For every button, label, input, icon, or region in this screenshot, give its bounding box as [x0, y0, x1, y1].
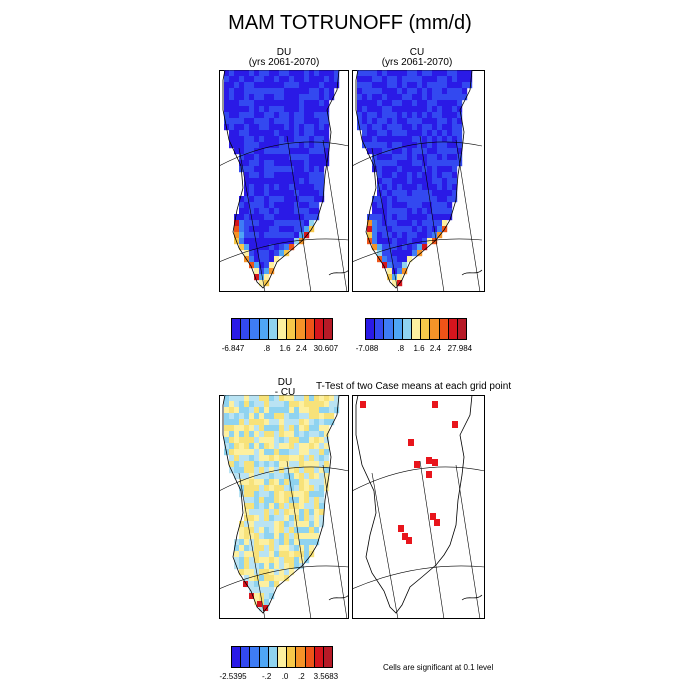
colorbar-tick-label: -7.088 — [355, 344, 379, 353]
cu-map — [352, 70, 485, 292]
colorbar-swatch — [402, 319, 412, 339]
cu-graticule — [352, 135, 483, 292]
colorbar-tick-label: 2.4 — [295, 344, 307, 353]
colorbar-swatch — [421, 319, 431, 339]
colorbar-swatch — [277, 647, 288, 667]
figure-title: MAM TOTRUNOFF (mm/d) — [228, 12, 472, 34]
colorbar-swatch — [439, 319, 449, 339]
colorbar-tick-label: 3.5683 — [313, 672, 339, 681]
ttest-map-panel — [352, 395, 485, 619]
cu-panel-title: CU (yrs 2061-2070) — [352, 48, 482, 68]
diff-colorbar-ticks: -2.5395 -.2 .0 .2 3.5683 — [219, 672, 338, 684]
cu-panel-years: (yrs 2061-2070) — [381, 57, 453, 68]
colorbar-swatch — [314, 647, 324, 667]
diff-panel-title: DU - CU — [235, 378, 335, 398]
du-colorbar-swatches — [231, 318, 333, 340]
cu-map-panel — [352, 70, 485, 292]
colorbar-swatch — [314, 319, 324, 339]
ttest-coastline — [355, 395, 483, 614]
colorbar-swatch — [287, 319, 297, 339]
colorbar-tick-label: -.2 — [262, 672, 272, 681]
colorbar-tick-label: .0 — [281, 672, 289, 681]
diff-panel-line2: - CU — [274, 387, 296, 398]
diff-map — [219, 395, 349, 619]
diff-colorbar-swatches — [231, 646, 333, 668]
colorbar-swatch — [296, 647, 306, 667]
diff-panel-line1: DU — [277, 377, 293, 388]
du-colorbar-ticks: -6.847 .8 1.6 2.4 30.607 — [222, 344, 338, 356]
colorbar-swatch — [250, 647, 260, 667]
colorbar-swatch — [375, 319, 385, 339]
cu-colorbar-swatches — [365, 318, 467, 340]
significance-note: Cells are significant at 0.1 level — [383, 663, 494, 672]
ttest-significant-cells — [360, 401, 458, 544]
cu-field — [357, 70, 473, 287]
colorbar-swatch — [457, 319, 467, 339]
colorbar-swatch — [250, 319, 260, 339]
colorbar-tick-label: .2 — [298, 672, 305, 681]
colorbar-tick-label: .8 — [397, 344, 405, 353]
colorbar-swatch — [323, 647, 333, 667]
du-panel-title: DU (yrs 2061-2070) — [219, 48, 349, 68]
colorbar-swatch — [393, 319, 403, 339]
du-panel-name: DU — [276, 47, 292, 58]
colorbar-tick-label: .8 — [263, 344, 271, 353]
colorbar-tick-label: 1.6 — [413, 344, 425, 353]
cu-colorbar-ticks: -7.088 .8 1.6 2.4 27.984 — [356, 344, 472, 356]
colorbar-swatch — [305, 647, 315, 667]
du-panel-years: (yrs 2061-2070) — [248, 57, 320, 68]
diff-graticule — [219, 460, 349, 619]
colorbar-swatch — [277, 319, 288, 339]
colorbar-swatch — [287, 647, 297, 667]
colorbar-swatch — [259, 647, 269, 667]
colorbar-tick-label: -2.5395 — [219, 672, 247, 681]
colorbar-swatch — [323, 319, 333, 339]
colorbar-tick-label: 27.984 — [447, 344, 473, 353]
colorbar-swatch — [241, 647, 251, 667]
colorbar-swatch — [268, 319, 278, 339]
colorbar-swatch — [259, 319, 269, 339]
ttest-map — [352, 395, 485, 619]
colorbar-tick-label: 1.6 — [279, 344, 291, 353]
colorbar-swatch — [232, 647, 242, 667]
diff-coastline — [222, 395, 349, 614]
colorbar-swatch — [268, 647, 278, 667]
cu-colorbar: -7.088 .8 1.6 2.4 27.984 — [356, 318, 472, 356]
diff-field — [224, 395, 340, 612]
diff-colorbar: -2.5395 -.2 .0 .2 3.5683 — [219, 646, 338, 684]
ttest-panel-title: T-Test of two Case means at each grid po… — [316, 381, 512, 392]
cu-coastline — [355, 70, 483, 289]
du-map-panel — [219, 70, 349, 292]
colorbar-tick-label: 2.4 — [429, 344, 441, 353]
colorbar-swatch — [305, 319, 315, 339]
diff-map-panel — [219, 395, 349, 619]
colorbar-tick-label: -6.847 — [221, 344, 245, 353]
colorbar-swatch — [241, 319, 251, 339]
colorbar-swatch — [296, 319, 306, 339]
colorbar-swatch — [430, 319, 440, 339]
colorbar-swatch — [448, 319, 458, 339]
ttest-graticule — [352, 460, 485, 619]
du-map — [219, 70, 349, 292]
du-colorbar: -6.847 .8 1.6 2.4 30.607 — [222, 318, 338, 356]
colorbar-swatch — [232, 319, 242, 339]
colorbar-swatch — [366, 319, 376, 339]
du-graticule — [219, 135, 349, 292]
cu-panel-name: CU — [409, 47, 425, 58]
colorbar-swatch — [384, 319, 394, 339]
du-field — [224, 70, 340, 287]
du-coastline — [222, 70, 349, 289]
colorbar-tick-label: 30.607 — [313, 344, 339, 353]
colorbar-swatch — [411, 319, 422, 339]
